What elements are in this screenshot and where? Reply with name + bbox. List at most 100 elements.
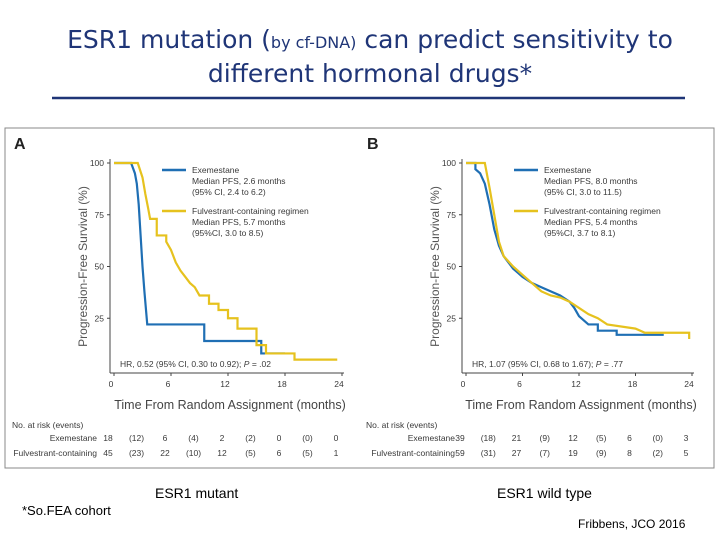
caption: ESR1 mutant (155, 485, 238, 501)
title-part: can predict sensitivity to (356, 25, 672, 54)
legend-detail: Median PFS, 8.0 months (544, 176, 638, 186)
hazard-ratio: HR, 0.52 (95% CI, 0.30 to 0.92); P = .02 (120, 359, 271, 369)
at-risk-count: 12 (217, 448, 227, 458)
footnote: *So.FEA cohort (22, 503, 111, 518)
y-tick-label: 100 (442, 158, 456, 168)
at-risk-count: (0) (653, 433, 664, 443)
x-tick-label: 24 (334, 379, 344, 389)
legend-label: Fulvestrant-containing regimen (544, 206, 661, 216)
at-risk-count: 0 (277, 433, 282, 443)
at-risk-count: 22 (160, 448, 170, 458)
panel-label: A (14, 136, 26, 153)
at-risk-count: 18 (103, 433, 113, 443)
hazard-ratio-part: P (596, 359, 602, 369)
at-risk-count: 3 (684, 433, 689, 443)
hazard-ratio-part: HR, 1.07 (95% CI, 0.68 to 1.67); (472, 359, 596, 369)
y-axis-label: Progression-Free Survival (%) (428, 186, 442, 347)
at-risk-count: (10) (186, 448, 201, 458)
y-axis-label: Progression-Free Survival (%) (76, 186, 90, 347)
hazard-ratio-part: P (244, 359, 250, 369)
y-tick-label: 25 (447, 313, 457, 323)
y-tick-label: 25 (95, 313, 105, 323)
survival-curve (466, 161, 691, 339)
at-risk-count: 8 (627, 448, 632, 458)
hazard-ratio: HR, 1.07 (95% CI, 0.68 to 1.67); P = .77 (472, 359, 623, 369)
at-risk-count: (4) (188, 433, 199, 443)
source: Fribbens, JCO 2016 (578, 517, 686, 531)
at-risk-count: 27 (512, 448, 522, 458)
at-risk-row-name: Exemestane (50, 433, 98, 443)
at-risk-count: (23) (129, 448, 144, 458)
figure-frame (4, 127, 715, 469)
at-risk-count: (5) (245, 448, 256, 458)
at-risk-row-name: Exemestane (408, 433, 456, 443)
at-risk-title: No. at risk (events) (366, 420, 437, 430)
title-line1: ESR1 mutation (by cf-DNA) can predict se… (67, 25, 673, 54)
title-part: by cf-DNA) (271, 33, 357, 52)
legend-detail: Median PFS, 2.6 months (192, 176, 286, 186)
legend-label: Fulvestrant-containing regimen (192, 206, 309, 216)
y-tick-label: 100 (90, 158, 104, 168)
at-risk-count: 5 (684, 448, 689, 458)
y-tick-label: 50 (447, 262, 457, 272)
at-risk-count: (7) (540, 448, 551, 458)
at-risk-count: (31) (481, 448, 496, 458)
at-risk-count: 12 (568, 433, 578, 443)
at-risk-count: 1 (334, 448, 339, 458)
at-risk-count: (18) (481, 433, 496, 443)
at-risk-count: 19 (568, 448, 578, 458)
x-axis-label: Time From Random Assignment (months) (114, 398, 346, 412)
legend-detail: (95%CI, 3.0 to 8.5) (192, 228, 264, 238)
x-tick-label: 0 (461, 379, 466, 389)
x-tick-label: 0 (109, 379, 114, 389)
x-axis-label: Time From Random Assignment (months) (465, 398, 697, 412)
chart: B 25 50 75 100 0 6 12 18 24 Progression-Free Survi… (366, 136, 697, 458)
caption: ESR1 wild type (497, 485, 592, 501)
survival-curve (114, 161, 338, 361)
legend-detail: Median PFS, 5.4 months (544, 217, 638, 227)
x-tick-label: 12 (571, 379, 581, 389)
at-risk-row-name: Fulvestrant-containing (371, 448, 455, 458)
y-tick-label: 75 (447, 210, 457, 220)
at-risk-count: (5) (596, 433, 607, 443)
x-tick-label: 24 (684, 379, 694, 389)
title-line2: different hormonal drugs* (208, 59, 532, 88)
at-risk-count: 59 (455, 448, 465, 458)
at-risk-count: 0 (334, 433, 339, 443)
y-tick-label: 75 (95, 210, 105, 220)
at-risk-count: (9) (540, 433, 551, 443)
at-risk-count: (2) (245, 433, 256, 443)
legend-detail: (95% CI, 2.4 to 6.2) (192, 187, 266, 197)
legend-label: Exemestane (192, 165, 240, 175)
at-risk-count: 6 (277, 448, 282, 458)
at-risk-title: No. at risk (events) (12, 420, 83, 430)
x-tick-label: 18 (277, 379, 287, 389)
legend-detail: (95% CI, 3.0 to 11.5) (544, 187, 622, 197)
at-risk-count: 6 (163, 433, 168, 443)
hazard-ratio-part: = .77 (601, 359, 623, 369)
x-tick-label: 6 (166, 379, 171, 389)
x-tick-label: 18 (628, 379, 638, 389)
legend-detail: (95%CI, 3.7 to 8.1) (544, 228, 616, 238)
at-risk-count: 21 (512, 433, 522, 443)
at-risk-row-name: Fulvestrant-containing (13, 448, 97, 458)
at-risk-count: 39 (455, 433, 465, 443)
legend-detail: Median PFS, 5.7 months (192, 217, 286, 227)
at-risk-count: (5) (302, 448, 313, 458)
survival-curve (114, 161, 285, 355)
at-risk-count: (2) (653, 448, 664, 458)
at-risk-count: 2 (220, 433, 225, 443)
at-risk-count: (0) (302, 433, 313, 443)
at-risk-count: 6 (627, 433, 632, 443)
hazard-ratio-part: HR, 0.52 (95% CI, 0.30 to 0.92); (120, 359, 244, 369)
x-tick-label: 6 (517, 379, 522, 389)
legend-label: Exemestane (544, 165, 592, 175)
x-tick-label: 12 (220, 379, 230, 389)
title-part: ESR1 mutation ( (67, 25, 271, 54)
panel-label: B (367, 136, 379, 153)
y-tick-label: 50 (95, 262, 105, 272)
